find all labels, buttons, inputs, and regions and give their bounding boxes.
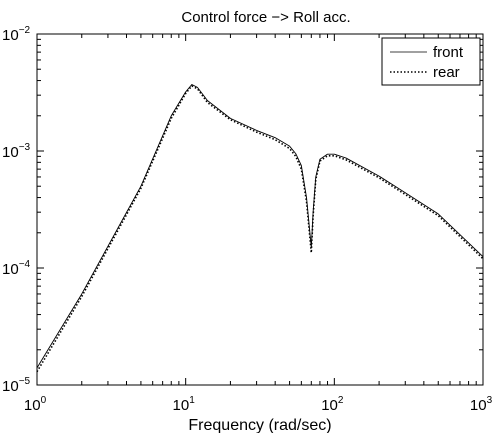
legend-label-rear: rear — [433, 64, 460, 81]
y-tick-label: 10−5 — [2, 376, 31, 395]
y-tick-label: 10−2 — [2, 25, 31, 44]
plot-frame — [36, 33, 484, 386]
y-tick-label: 10−4 — [2, 259, 31, 278]
series-layer — [36, 84, 484, 373]
legend: front rear — [381, 37, 481, 86]
x-tick-label: 100 — [24, 395, 47, 414]
y-tick-label: 10−3 — [2, 142, 31, 161]
series-line-rear — [36, 85, 484, 373]
x-tick-label: 103 — [470, 395, 493, 414]
legend-label-front: front — [433, 44, 464, 61]
x-tick-label: 101 — [173, 395, 196, 414]
x-tick-label: 102 — [321, 395, 344, 414]
chart-title: Control force −> Roll acc. — [181, 9, 350, 26]
series-line-front — [36, 84, 484, 369]
x-axis-label: Frequency (rad/sec) — [188, 417, 331, 433]
axis-ticks — [36, 33, 484, 386]
legend-box — [381, 37, 481, 86]
axis-tick-labels: 100 101 102 103 10−5 10−4 10−3 10−2 — [2, 25, 493, 414]
